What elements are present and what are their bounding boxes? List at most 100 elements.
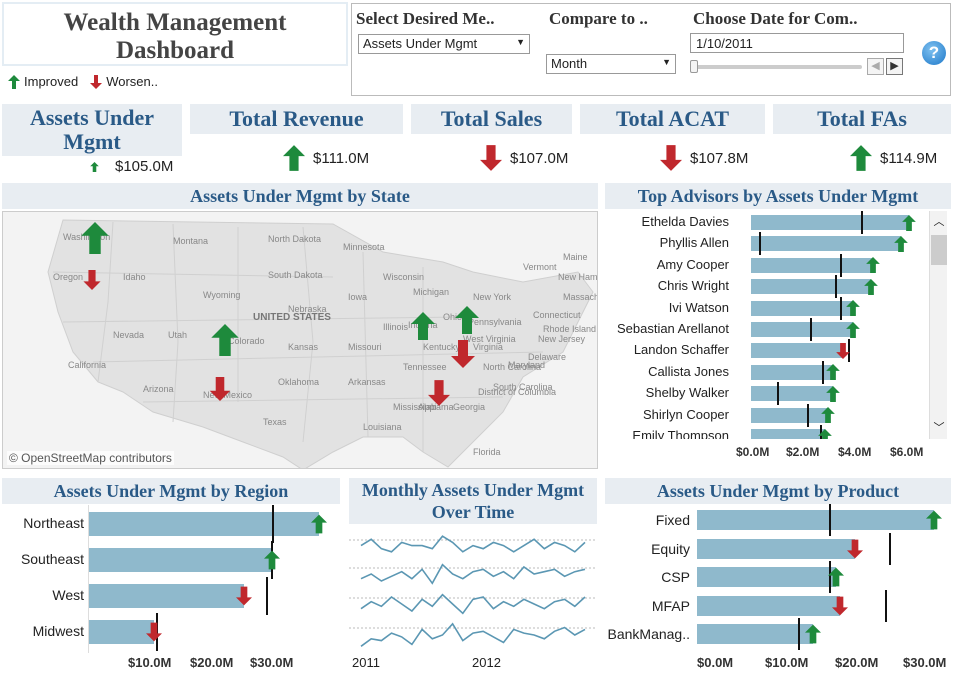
advisors-scroll-thumb[interactable] xyxy=(931,235,947,265)
map-marker[interactable] xyxy=(211,324,239,361)
map-state-label: Wyoming xyxy=(203,290,241,300)
monthly-series-line[interactable] xyxy=(360,622,586,647)
bar[interactable] xyxy=(88,548,273,572)
bar[interactable] xyxy=(751,257,874,273)
arrow-up-icon xyxy=(211,324,239,356)
bar[interactable] xyxy=(88,584,245,608)
bar[interactable] xyxy=(751,300,854,316)
kpi-value: $107.8M xyxy=(690,149,749,167)
chevron-up-icon[interactable]: ︿ xyxy=(933,216,945,228)
monthly-series-line[interactable] xyxy=(360,593,586,615)
bar[interactable] xyxy=(751,364,833,380)
bar[interactable] xyxy=(751,386,833,402)
monthly-title: Monthly Assets Under Mgmt Over Time xyxy=(349,478,597,524)
map-outline xyxy=(3,212,597,468)
arrow-down-icon xyxy=(145,622,162,642)
kpi-value: $105.0M xyxy=(115,158,174,175)
bar[interactable] xyxy=(751,407,828,423)
map-marker[interactable] xyxy=(209,377,231,406)
chevron-down-icon: ▼ xyxy=(662,57,671,67)
state-map[interactable]: Montana North Dakota Minnesota Wisconsin Sou… xyxy=(2,211,598,469)
arrow-down-icon xyxy=(835,342,850,359)
measure-select-value: Assets Under Mgmt xyxy=(363,36,478,51)
arrow-down-icon xyxy=(846,539,863,558)
bar[interactable] xyxy=(88,620,154,644)
date-slider-handle[interactable] xyxy=(690,60,698,73)
bar-category-label: Sebastian Arellanot xyxy=(616,321,729,336)
bar-category-label: CSP xyxy=(661,569,690,585)
map-state-label: North Carolina xyxy=(483,362,542,372)
bar[interactable] xyxy=(751,343,843,359)
map-marker[interactable] xyxy=(411,312,435,345)
bar[interactable] xyxy=(751,215,910,230)
map-marker[interactable] xyxy=(83,270,101,295)
reference-line xyxy=(798,618,801,650)
bar-trend-marker xyxy=(846,321,860,343)
bar[interactable] xyxy=(697,567,837,587)
arrow-up-icon xyxy=(825,364,840,381)
bar-trend-marker xyxy=(925,510,942,535)
map-marker[interactable] xyxy=(81,222,109,259)
help-icon[interactable]: ? xyxy=(922,41,946,65)
bar[interactable] xyxy=(751,236,902,252)
arrow-down-icon xyxy=(83,270,101,290)
bar[interactable] xyxy=(751,279,871,295)
bar[interactable] xyxy=(697,510,934,530)
measure-select[interactable]: Assets Under Mgmt ▼ xyxy=(358,34,530,54)
bar-category-label: Callista Jones xyxy=(648,363,729,379)
map-marker[interactable] xyxy=(451,340,475,373)
map-marker[interactable] xyxy=(455,306,479,339)
bar[interactable] xyxy=(697,624,814,644)
map-state-label: Georgia xyxy=(453,402,486,412)
bar[interactable] xyxy=(697,595,840,616)
map-state-label: District of Columbia xyxy=(478,387,557,397)
map-state-label: Connecticut xyxy=(533,310,581,320)
x-tick-label: $10.0M xyxy=(765,655,809,670)
map-state-label: Rhode Island xyxy=(543,324,597,334)
compare-select[interactable]: Month ▼ xyxy=(546,54,676,74)
arrow-up-icon xyxy=(825,385,840,402)
date-input[interactable]: 1/10/2011 xyxy=(690,33,904,53)
previous-date-button[interactable]: ◀ xyxy=(867,58,884,75)
monthly-series-line[interactable] xyxy=(360,535,586,553)
bar-category-label: Ivi Watson xyxy=(668,299,729,315)
map-attribution[interactable]: © OpenStreetMap contributors xyxy=(7,451,174,465)
arrow-up-icon xyxy=(866,257,881,274)
date-slider-track[interactable] xyxy=(692,65,862,69)
bar-category-label: Chris Wright xyxy=(657,278,729,294)
bar-trend-marker xyxy=(828,567,845,592)
next-date-button[interactable]: ▶ xyxy=(886,58,903,75)
bar-category-label: Northeast xyxy=(23,515,84,531)
reference-line xyxy=(835,275,838,299)
arrow-down-icon xyxy=(236,586,253,606)
bar-category-label: Fixed xyxy=(655,512,690,528)
arrow-down-icon xyxy=(480,145,502,171)
kpi-header: Total Sales xyxy=(411,104,572,134)
map-marker[interactable] xyxy=(428,380,450,411)
chevron-down-icon[interactable]: ﹀ xyxy=(933,422,945,434)
reference-line xyxy=(809,318,812,341)
map-state-label: North Dakota xyxy=(268,234,322,244)
arrow-up-icon xyxy=(846,300,860,317)
bar-trend-marker xyxy=(831,596,848,621)
monthly-series-line[interactable] xyxy=(360,563,586,585)
bar-category-label: Landon Schaffer xyxy=(633,342,729,358)
bar[interactable] xyxy=(751,322,854,337)
bar[interactable] xyxy=(751,429,825,439)
measure-label: Select Desired Me.. xyxy=(356,9,495,28)
map-state-label: Kansas xyxy=(288,342,319,352)
bar[interactable] xyxy=(697,538,855,559)
reference-line xyxy=(888,532,891,565)
map-state-label: Illinois xyxy=(383,322,409,332)
legend-worsened-label: Worsen.. xyxy=(106,74,158,89)
bar[interactable] xyxy=(88,512,320,536)
arrow-up-icon xyxy=(264,550,281,570)
reference-line xyxy=(822,360,825,384)
bar-category-label: BankManag.. xyxy=(607,626,691,642)
reference-line xyxy=(828,561,831,593)
monthly-chart xyxy=(349,530,597,652)
arrow-up-icon xyxy=(894,235,909,252)
x-tick-label: $4.0M xyxy=(838,445,872,459)
map-state-label: Kentucky xyxy=(423,342,461,352)
advisors-scrollbar[interactable]: ︿ ﹀ xyxy=(929,211,947,439)
